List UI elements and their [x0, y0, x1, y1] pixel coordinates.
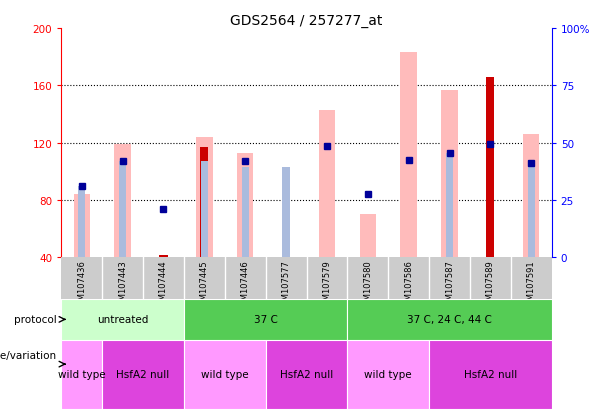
Bar [242, 168, 249, 258]
Bar [237, 153, 253, 258]
Text: GSM107436: GSM107436 [77, 260, 86, 311]
Bar [200, 162, 208, 258]
Bar [348, 340, 429, 409]
Bar [200, 147, 208, 258]
Text: untreated: untreated [97, 315, 148, 325]
Text: protocol: protocol [13, 315, 56, 325]
Text: 37 C, 24 C, 44 C: 37 C, 24 C, 44 C [407, 315, 492, 325]
Text: GSM107586: GSM107586 [404, 260, 413, 311]
Text: wild type: wild type [201, 370, 249, 380]
Bar [74, 195, 90, 258]
Bar [119, 162, 126, 258]
Bar [61, 299, 184, 340]
Text: wild type: wild type [58, 370, 105, 380]
Bar [528, 164, 535, 258]
Bar [319, 110, 335, 258]
Bar [159, 255, 167, 258]
Text: GSM107445: GSM107445 [200, 260, 209, 310]
Bar [360, 215, 376, 258]
Text: genotype/variation: genotype/variation [0, 351, 56, 361]
Text: HsfA2 null: HsfA2 null [464, 370, 517, 380]
Text: GSM107587: GSM107587 [445, 260, 454, 311]
Bar [441, 90, 458, 258]
Bar [486, 78, 495, 258]
Text: wild type: wild type [364, 370, 412, 380]
Bar [102, 340, 184, 409]
Title: GDS2564 / 257277_at: GDS2564 / 257277_at [230, 14, 383, 28]
Text: GSM107443: GSM107443 [118, 260, 127, 311]
Text: GSM107444: GSM107444 [159, 260, 168, 310]
Bar [400, 53, 417, 258]
Bar [429, 340, 552, 409]
Bar [78, 186, 85, 258]
Text: 37 C: 37 C [254, 315, 278, 325]
Text: GSM107591: GSM107591 [527, 260, 536, 310]
Bar [265, 340, 348, 409]
Bar [115, 145, 131, 258]
Text: GSM107577: GSM107577 [281, 260, 291, 311]
Bar [196, 138, 213, 258]
Text: HsfA2 null: HsfA2 null [280, 370, 333, 380]
Text: GSM107579: GSM107579 [322, 260, 332, 311]
Bar [523, 135, 539, 258]
Bar [184, 299, 348, 340]
Text: GSM107446: GSM107446 [241, 260, 249, 311]
Bar [184, 340, 265, 409]
Text: HsfA2 null: HsfA2 null [116, 370, 170, 380]
Bar [446, 153, 453, 258]
Bar [61, 340, 102, 409]
Bar [283, 168, 290, 258]
Text: GSM107580: GSM107580 [364, 260, 372, 311]
Bar [348, 299, 552, 340]
Text: GSM107589: GSM107589 [486, 260, 495, 311]
